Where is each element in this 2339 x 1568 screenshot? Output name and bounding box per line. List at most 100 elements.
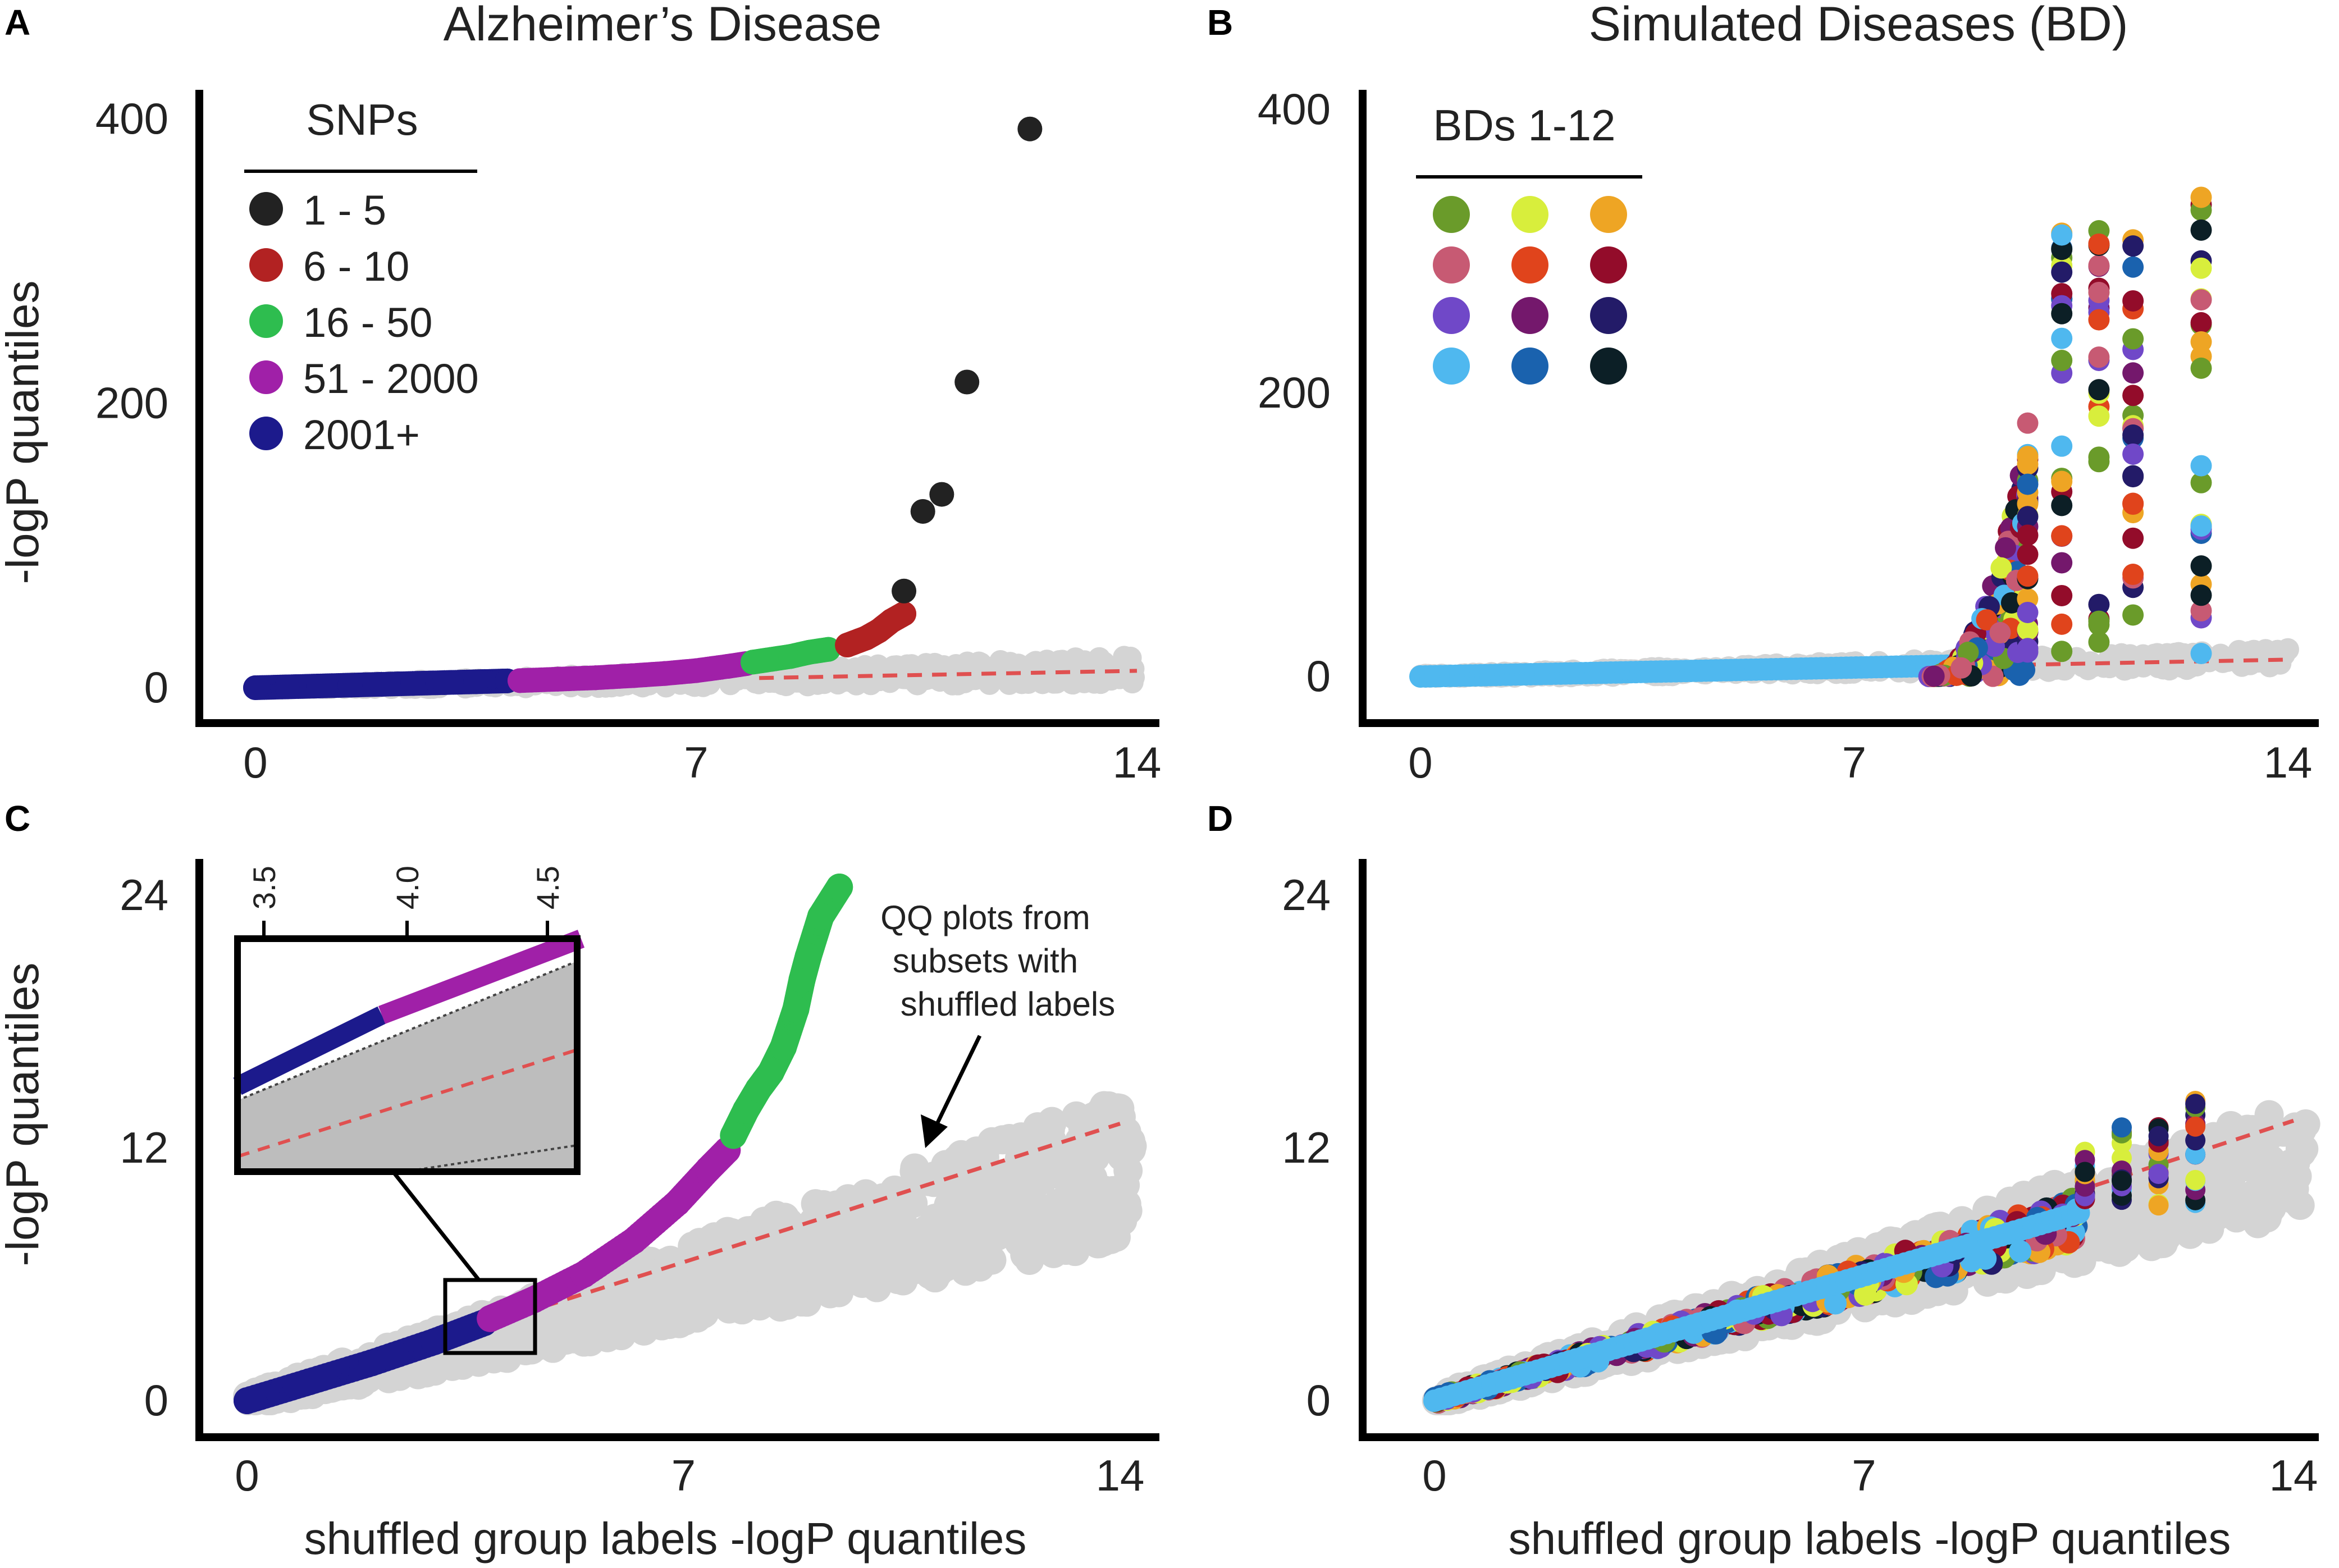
inset-tick-label-2: 4.0 [390,866,425,909]
null-point [2266,639,2289,662]
data-point [2017,638,2039,660]
annotation-line-1: QQ plots from [880,899,1090,936]
y-tick-label: 400 [95,94,168,143]
data-point [2122,256,2144,278]
data-point [545,666,570,692]
data-point [2017,524,2039,546]
null-point [792,1287,822,1317]
null-point [1091,1123,1121,1153]
data-point [732,1096,760,1124]
panel-c-diagonal [496,1122,1121,1324]
y-tick-label: 24 [1282,870,1331,920]
data-point [807,903,834,930]
data-point [275,674,300,700]
null-point [516,1318,546,1347]
data-point [2122,493,2144,515]
data-point [2190,289,2212,311]
data-point [2122,362,2144,384]
null-point [924,1258,953,1287]
null-point [634,1305,664,1335]
data-point [2088,593,2110,615]
title-panel-b: Simulated Diseases (BD) [1589,0,2128,51]
data-point [2017,506,2039,528]
expected-diagonal [496,1122,1121,1324]
null-point [1058,1145,1088,1174]
null-point [761,1204,791,1233]
null-point [860,1235,890,1264]
ylabel-panel-a: -logP quantiles [0,281,48,584]
null-point [922,1236,952,1266]
inset-diagonal [237,1048,578,1158]
x-tick-label: 14 [1113,738,1162,787]
null-point [747,1250,777,1280]
legend-b-swatch [1433,348,1470,385]
data-point [892,601,917,627]
null-point [2167,642,2190,665]
data-point [2051,327,2073,349]
null-point [596,1300,626,1329]
data-point [664,1189,691,1217]
data-point [2051,552,2073,574]
data-point [2190,455,2212,477]
null-point [727,1290,756,1320]
legend-a-title: SNPs [306,95,418,144]
data-point [826,874,853,900]
data-point [797,639,822,665]
null-point [833,1184,863,1214]
x-tick-label: 14 [1096,1451,1145,1500]
ylabel-panel-c: -logP quantiles [0,963,48,1267]
null-point [684,1228,714,1258]
data-point [2017,565,2039,587]
data-point [358,1349,386,1377]
inset-null-edge-top [237,960,578,1101]
data-point [2148,1163,2169,1184]
data-point [652,661,677,686]
y-tick-label: 200 [1258,368,1331,417]
data-point [2051,495,2073,516]
data-point [243,675,268,700]
data-point [620,663,646,688]
legend-a-swatch-5 [249,417,283,450]
data-point [2051,525,2073,547]
inset-tick-label-1: 3.5 [246,866,282,909]
panel-b-series [1409,186,2212,688]
null-point [871,1187,901,1217]
null-point [1100,1190,1130,1220]
data-point [788,966,816,993]
data-point [2051,261,2073,283]
legend-a-label-5: 2001+ [303,412,420,458]
data-point [2122,443,2144,465]
null-point [577,1317,606,1347]
data-point [2190,331,2212,353]
legend-a-swatch-1 [249,192,283,226]
null-point [926,659,949,682]
null-point [758,670,781,693]
data-point [2190,584,2212,606]
data-point [2190,600,2212,621]
null-point [2240,1154,2270,1184]
data-point [400,671,426,696]
annotation-line-2: subsets with [893,942,1078,980]
panel-c-annotation: QQ plots from subsets with shuffled labe… [880,899,1115,1148]
x-tick-label: 0 [243,738,267,787]
null-point [686,1265,715,1295]
null-point [1078,1163,1108,1192]
data-point [2190,555,2212,577]
legend-a-swatch-2 [249,248,283,282]
null-point [647,1281,677,1310]
legend-b-title: BDs 1-12 [1433,100,1615,150]
data-point [2122,328,2144,350]
x-tick-label: 14 [2264,738,2313,787]
data-point [432,670,457,695]
data-point [2051,303,2073,324]
null-point [967,651,990,674]
legend-a-label-4: 51 - 2000 [303,355,479,402]
data-point [2017,473,2039,495]
data-point [2122,290,2144,312]
data-point [892,578,917,604]
data-point [778,644,803,669]
zoom-box [443,1278,537,1355]
data-point [2190,257,2212,279]
data-point [954,369,980,395]
